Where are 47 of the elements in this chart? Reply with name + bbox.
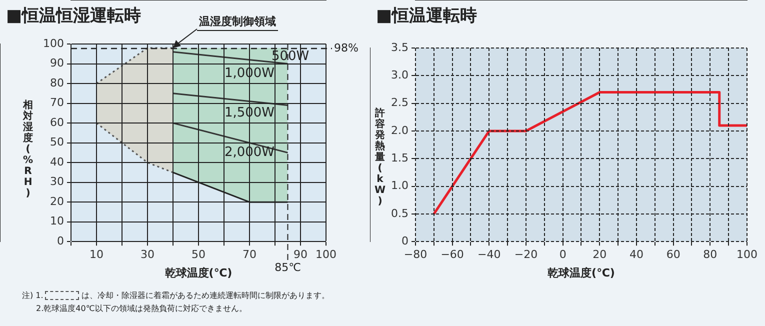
x-tick-label: 0: [559, 248, 566, 262]
text: は、冷却・除湿器に着霜があるため連続運転時間に制限があります。: [81, 291, 330, 300]
text: 注) 1.: [22, 291, 44, 300]
x-tick-label: −40: [478, 248, 501, 262]
text: 2.乾球温度40℃以下の領域は発熱負荷に対応できません。: [35, 303, 248, 315]
ref-line-label: 98%: [334, 41, 358, 54]
y-tick-label: 20: [50, 194, 64, 208]
annotation: 温湿度制御領域: [196, 14, 278, 31]
x-tick-label: 100: [736, 248, 758, 262]
x-tick-label: 30: [140, 248, 154, 262]
x-tick-label: 90: [294, 248, 308, 262]
y-tick-label: 2.5: [390, 96, 408, 110]
y-tick-label: 50: [50, 136, 64, 149]
y-tick-label: 70: [50, 96, 64, 110]
x-tick-label: −20: [514, 248, 538, 262]
x-tick-label: −80: [404, 248, 428, 262]
y-tick-label: 10: [50, 214, 64, 228]
x-tick-label: 40: [630, 248, 644, 262]
x-tick-label: 60: [666, 248, 680, 262]
text: 許容発熱量(kW): [374, 108, 386, 207]
x-axis-title: 乾球温度(℃): [548, 266, 615, 280]
chart-title: ■恒温恒湿運転時: [6, 5, 142, 27]
y-tick-label: 80: [50, 76, 64, 90]
y-tick-label: 2.0: [390, 124, 408, 137]
y-tick-label: 1.0: [390, 179, 408, 192]
y-tick-label: 1.5: [390, 151, 408, 164]
y-tick-label: 3.5: [390, 40, 408, 54]
y-tick-label: 100: [42, 36, 64, 50]
y-tick-label: 0.5: [390, 206, 408, 220]
chart-title: ■恒温運転時: [376, 5, 478, 27]
x-tick-label: 50: [192, 248, 206, 262]
x-tick-label: −60: [440, 248, 464, 262]
y-tick-label: 90: [50, 56, 64, 70]
y-tick-label: 3.0: [390, 68, 408, 82]
y-tick-label: 0: [56, 234, 64, 248]
y-tick-label: 40: [50, 155, 64, 168]
x-tick-label: 100: [316, 248, 336, 262]
y-tick-label: 60: [50, 116, 64, 129]
x-tick-label: 80: [703, 248, 718, 262]
ref-line-label: 85℃: [274, 260, 301, 274]
x-tick-label: 20: [592, 248, 607, 262]
x-tick-label: 70: [242, 248, 256, 262]
x-tick-label: 10: [89, 248, 104, 262]
y-tick-label: 0: [401, 234, 408, 248]
text: 相対湿度(%RH): [22, 100, 34, 199]
x-axis-title: 乾球温度(℃): [164, 266, 232, 280]
y-tick-label: 30: [50, 175, 64, 188]
